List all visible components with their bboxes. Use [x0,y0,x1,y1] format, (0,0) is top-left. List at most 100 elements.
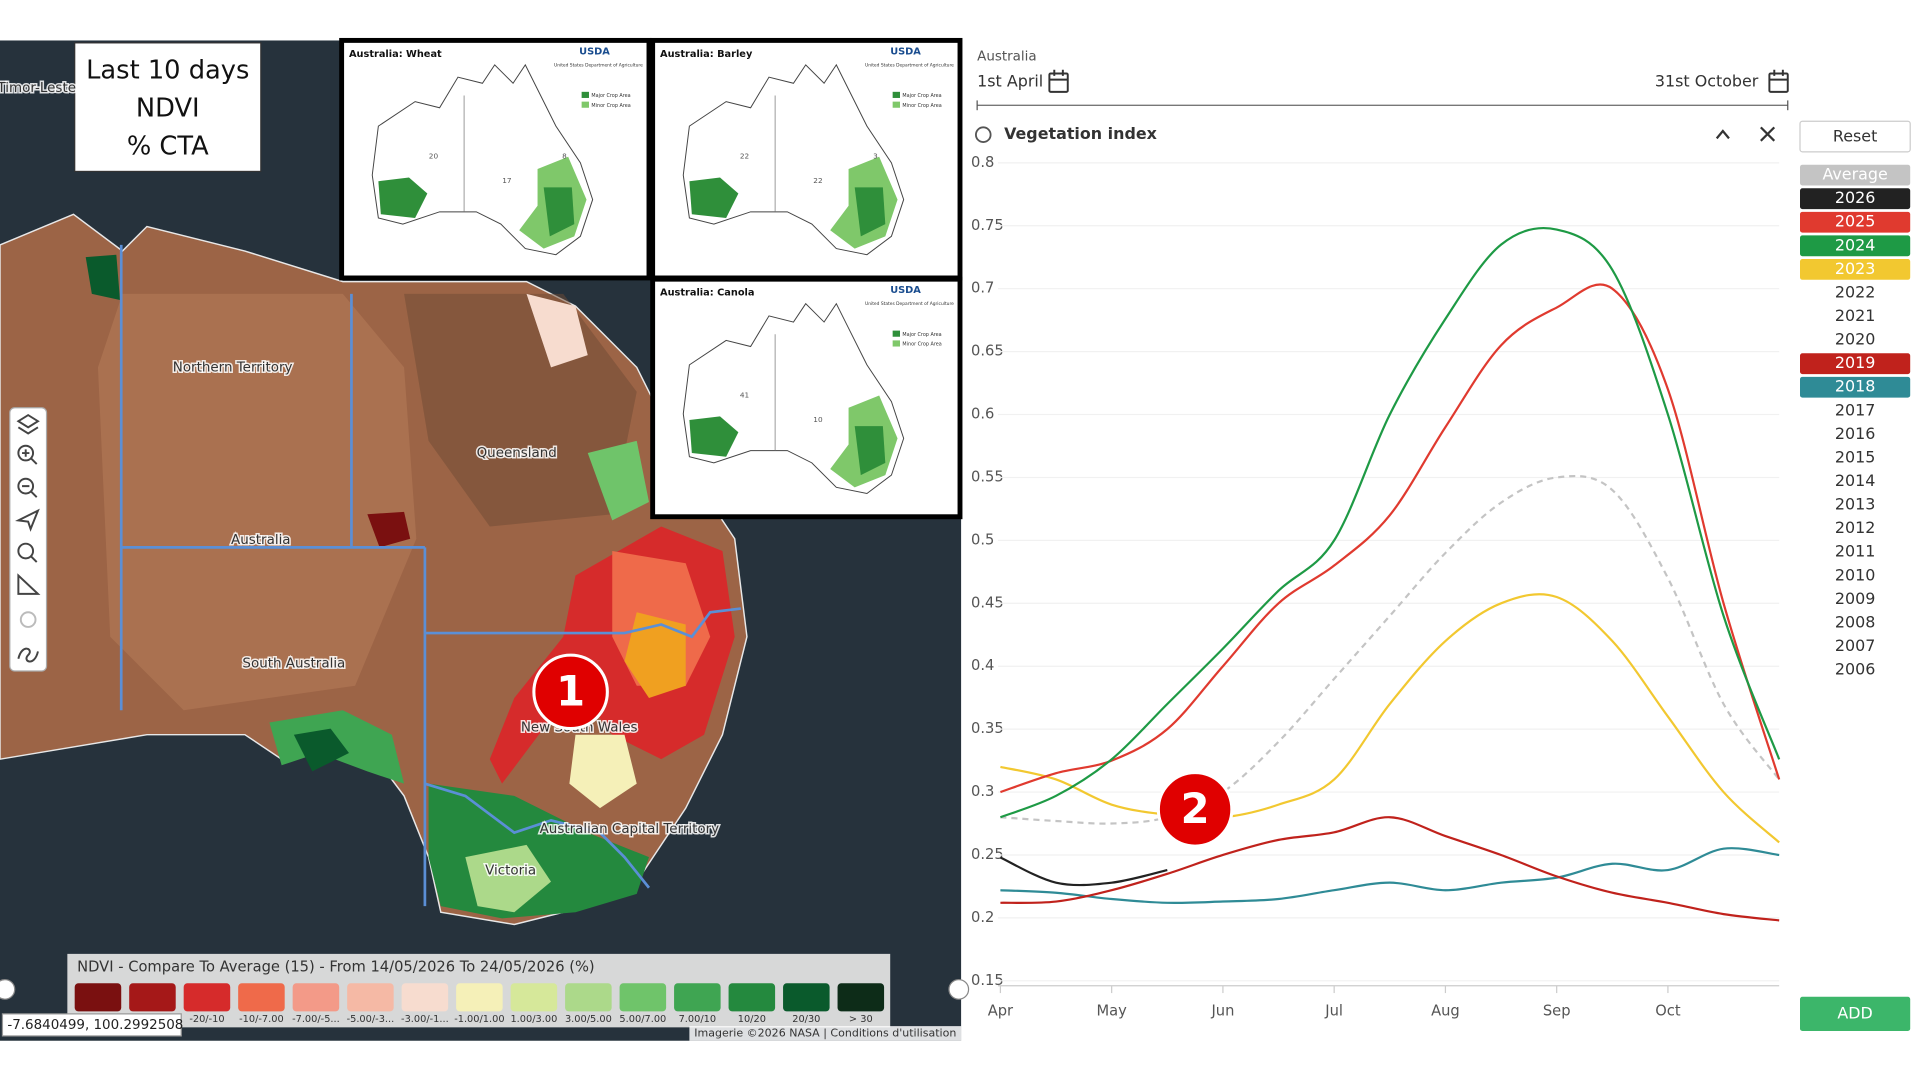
legend-label: -7.00/-5... [292,1014,340,1025]
year-label[interactable]: 2014 [1835,471,1875,490]
y-tick-label: 0.7 [971,280,994,297]
legend-swatch [292,983,340,1012]
close-button[interactable] [1760,126,1776,142]
inset-legend-label: Minor Crop Area [591,103,630,109]
overlay-box: Last 10 days NDVI % CTA [74,42,262,173]
legend-label: 1.00/3.00 [510,1014,557,1025]
legend-swatch [510,983,558,1012]
series-line [1000,847,1780,904]
nav-next[interactable] [948,978,970,1000]
year-pill[interactable] [1800,235,1911,257]
year-pill[interactable] [1800,188,1911,210]
inset-legend-label: Major Crop Area [902,332,941,338]
legend-label: -1.00/1.00 [454,1014,504,1025]
marker [1156,771,1234,848]
year-label[interactable]: 2023 [1835,259,1875,278]
collapse-button[interactable] [1715,129,1730,140]
year-label[interactable]: Average [1822,165,1887,184]
year-label[interactable]: 2016 [1835,424,1875,443]
state-borders [119,244,741,907]
coordinates: -7.6840499, 100.2992508 [7,1018,183,1033]
inset-title: Australia: Barley [660,49,753,60]
year-pill[interactable] [1800,211,1911,233]
draw-button[interactable] [17,647,39,663]
map-toolbar [9,407,48,672]
year-label[interactable]: 2008 [1835,612,1875,631]
inset-crop [689,416,739,457]
year-label[interactable]: 2025 [1835,212,1875,231]
nav-prev[interactable] [0,978,16,1000]
inset-logo: USDA [579,46,610,57]
x-tick-label: Oct [1655,1002,1681,1019]
year-label[interactable]: 2007 [1835,636,1875,655]
legend-label: -10/-7.00 [239,1014,284,1025]
layers-button[interactable] [16,413,40,435]
zoom-in-button[interactable] [17,444,35,462]
start-date[interactable]: 1st April [977,72,1043,91]
zoom-out-icon [22,485,38,498]
end-calendar[interactable] [1768,69,1789,93]
legend-label: 5.00/7.00 [619,1014,666,1025]
map-label: South Australia [242,657,345,672]
year-label[interactable]: 2022 [1835,282,1875,301]
inset-crop [543,187,575,237]
add-button[interactable] [1800,996,1911,1032]
inset-legend-swatch [892,101,900,108]
map-label: Australian Capital Territory [540,822,720,837]
search-button[interactable] [17,542,35,560]
map-label: Northern Territory [173,360,293,375]
usda-insets: Australia: Wheat USDA United States Depart… [339,37,963,520]
inset-map: Australia: Barley USDA United States Depar… [650,37,963,281]
year-label[interactable]: 2006 [1835,660,1875,679]
start-calendar[interactable] [1048,69,1069,93]
attribution-bg [689,1026,962,1041]
zoom-out-button[interactable] [17,477,35,495]
attribution[interactable]: Imagerie ©2026 NASA | Conditions d'utili… [694,1026,956,1039]
year-label[interactable]: 2026 [1835,188,1875,207]
inset-legend-label: Major Crop Area [591,93,630,99]
year-pill[interactable] [1800,376,1911,398]
series-line [1000,474,1781,825]
navigate-button[interactable] [15,508,40,532]
marker-number: 2 [1181,784,1210,833]
inset-number: 20 [429,152,439,161]
y-tick-label: 0.2 [971,909,994,926]
crop-area [624,612,686,698]
year-pill[interactable] [1800,258,1911,280]
year-pill[interactable] [1800,164,1911,186]
legend-label: 10/20 [738,1014,766,1025]
y-tick-label: 0.45 [971,594,1004,611]
year-label[interactable]: 2019 [1835,353,1875,372]
reset-button[interactable] [1799,120,1911,153]
year-label[interactable]: 2013 [1835,495,1875,514]
x-tick-label: May [1096,1002,1127,1019]
x-tick-label: Jul [1324,1002,1343,1019]
region: Australia [977,49,1037,64]
year-label[interactable]: 2009 [1835,589,1875,608]
legend-label: > 30 [849,1014,873,1025]
year-label[interactable]: 2021 [1835,306,1875,325]
year-label[interactable]: 2012 [1835,518,1875,537]
series-line [1000,283,1781,794]
year-label[interactable]: 2010 [1835,565,1875,584]
y-tick-label: 0.55 [971,468,1004,485]
add-label: ADD [1837,1003,1872,1022]
year-pill[interactable] [1800,353,1911,375]
year-label[interactable]: 2024 [1835,235,1875,254]
inset-crop [689,177,739,218]
legend-swatch [238,983,285,1012]
side-panel: Australia 1st April 31st October Vegetat… [975,49,1911,1032]
y-tick-label: 0.3 [971,783,994,800]
map-label: Queensland [477,446,557,461]
year-label[interactable]: 2015 [1835,447,1875,466]
locate-button[interactable] [19,611,37,628]
inset-legend-swatch [581,101,589,108]
inset-crop [378,177,428,218]
map-label: Timor-Leste [0,81,76,96]
year-label[interactable]: 2020 [1835,330,1875,349]
measure-button[interactable] [17,573,41,595]
end-date[interactable]: 31st October [1655,72,1759,91]
year-label[interactable]: 2018 [1835,377,1875,396]
year-label[interactable]: 2017 [1835,400,1875,419]
year-label[interactable]: 2011 [1835,542,1875,561]
